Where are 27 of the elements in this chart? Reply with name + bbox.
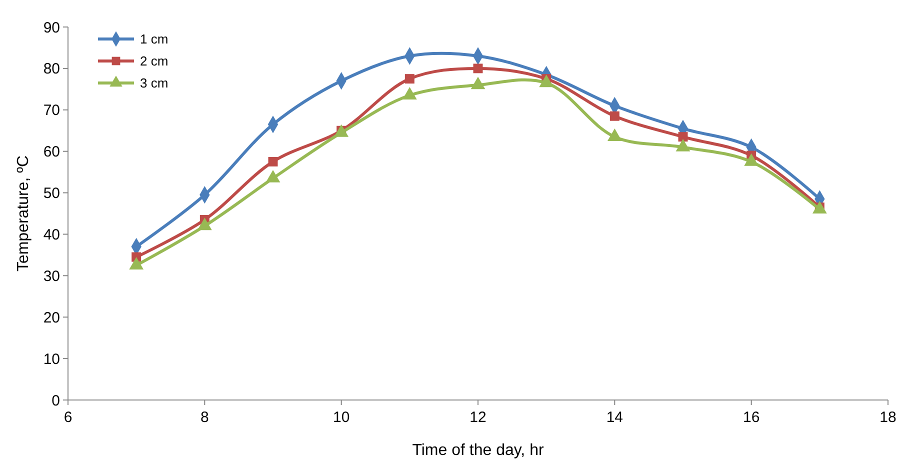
point xyxy=(610,111,620,121)
point xyxy=(678,132,688,142)
x-tick-label: 16 xyxy=(742,409,760,426)
y-tick-label: 30 xyxy=(43,268,60,285)
x-tick-label: 18 xyxy=(880,409,896,426)
x-tick-label: 8 xyxy=(200,409,209,426)
y-tick-label: 10 xyxy=(43,350,60,368)
y-tick-label: 70 xyxy=(43,102,60,120)
x-tick-label: 6 xyxy=(64,409,72,426)
legend-label: 3 cm xyxy=(140,76,168,91)
legend-label: 1 cm xyxy=(140,32,168,47)
y-tick-label: 50 xyxy=(43,185,60,202)
x-tick-label: 10 xyxy=(332,409,350,426)
legend-label: 2 cm xyxy=(140,54,168,69)
point xyxy=(473,64,483,74)
y-tick-label: 40 xyxy=(43,226,60,244)
point xyxy=(268,156,278,166)
y-axis-title: Temperature, ºC xyxy=(15,155,32,272)
y-tick-label: 20 xyxy=(43,309,60,326)
x-tick-label: 12 xyxy=(470,409,486,426)
y-tick-label: 60 xyxy=(43,144,60,161)
point xyxy=(404,74,414,84)
x-axis-title: Time of the day, hr xyxy=(412,442,544,459)
y-tick-label: 80 xyxy=(43,60,60,78)
x-tick-label: 14 xyxy=(606,409,624,426)
y-tick-label: 90 xyxy=(43,19,60,36)
y-tick-label: 0 xyxy=(52,392,60,410)
